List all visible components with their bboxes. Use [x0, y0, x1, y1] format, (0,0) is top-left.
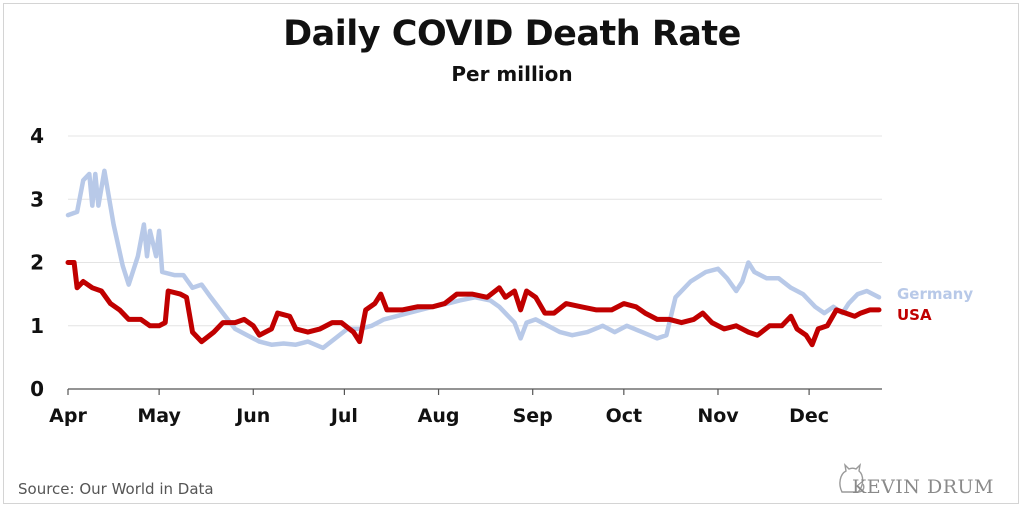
y-tick-label: 2	[30, 251, 44, 275]
x-tick-label: Sep	[513, 405, 553, 427]
series-label-usa: USA	[897, 306, 932, 324]
brand-logo: KEVIN DRUM	[836, 460, 996, 500]
brand-text: KEVIN DRUM	[852, 476, 994, 498]
chart-subtitle: Per million	[451, 62, 573, 86]
cat-logo-icon	[839, 462, 865, 493]
series-label-germany: Germany	[897, 285, 973, 303]
x-tick-label: Dec	[789, 405, 829, 427]
y-tick-label: 3	[30, 187, 44, 211]
chart-frame	[3, 3, 1019, 504]
x-tick-label: Aug	[418, 405, 460, 427]
x-tick-label: Nov	[697, 405, 739, 427]
x-tick-label: Jun	[234, 405, 270, 427]
y-tick-label: 4	[30, 124, 44, 148]
x-tick-label: Jul	[329, 405, 358, 427]
source-note: Source: Our World in Data	[18, 480, 214, 498]
y-tick-label: 1	[30, 314, 44, 338]
x-tick-label: Oct	[606, 405, 643, 427]
chart-title: Daily COVID Death Rate	[283, 14, 741, 54]
x-tick-label: Apr	[49, 405, 87, 427]
y-tick-label: 0	[30, 377, 44, 401]
x-tick-label: May	[137, 405, 181, 427]
series-line-usa	[65, 260, 882, 348]
